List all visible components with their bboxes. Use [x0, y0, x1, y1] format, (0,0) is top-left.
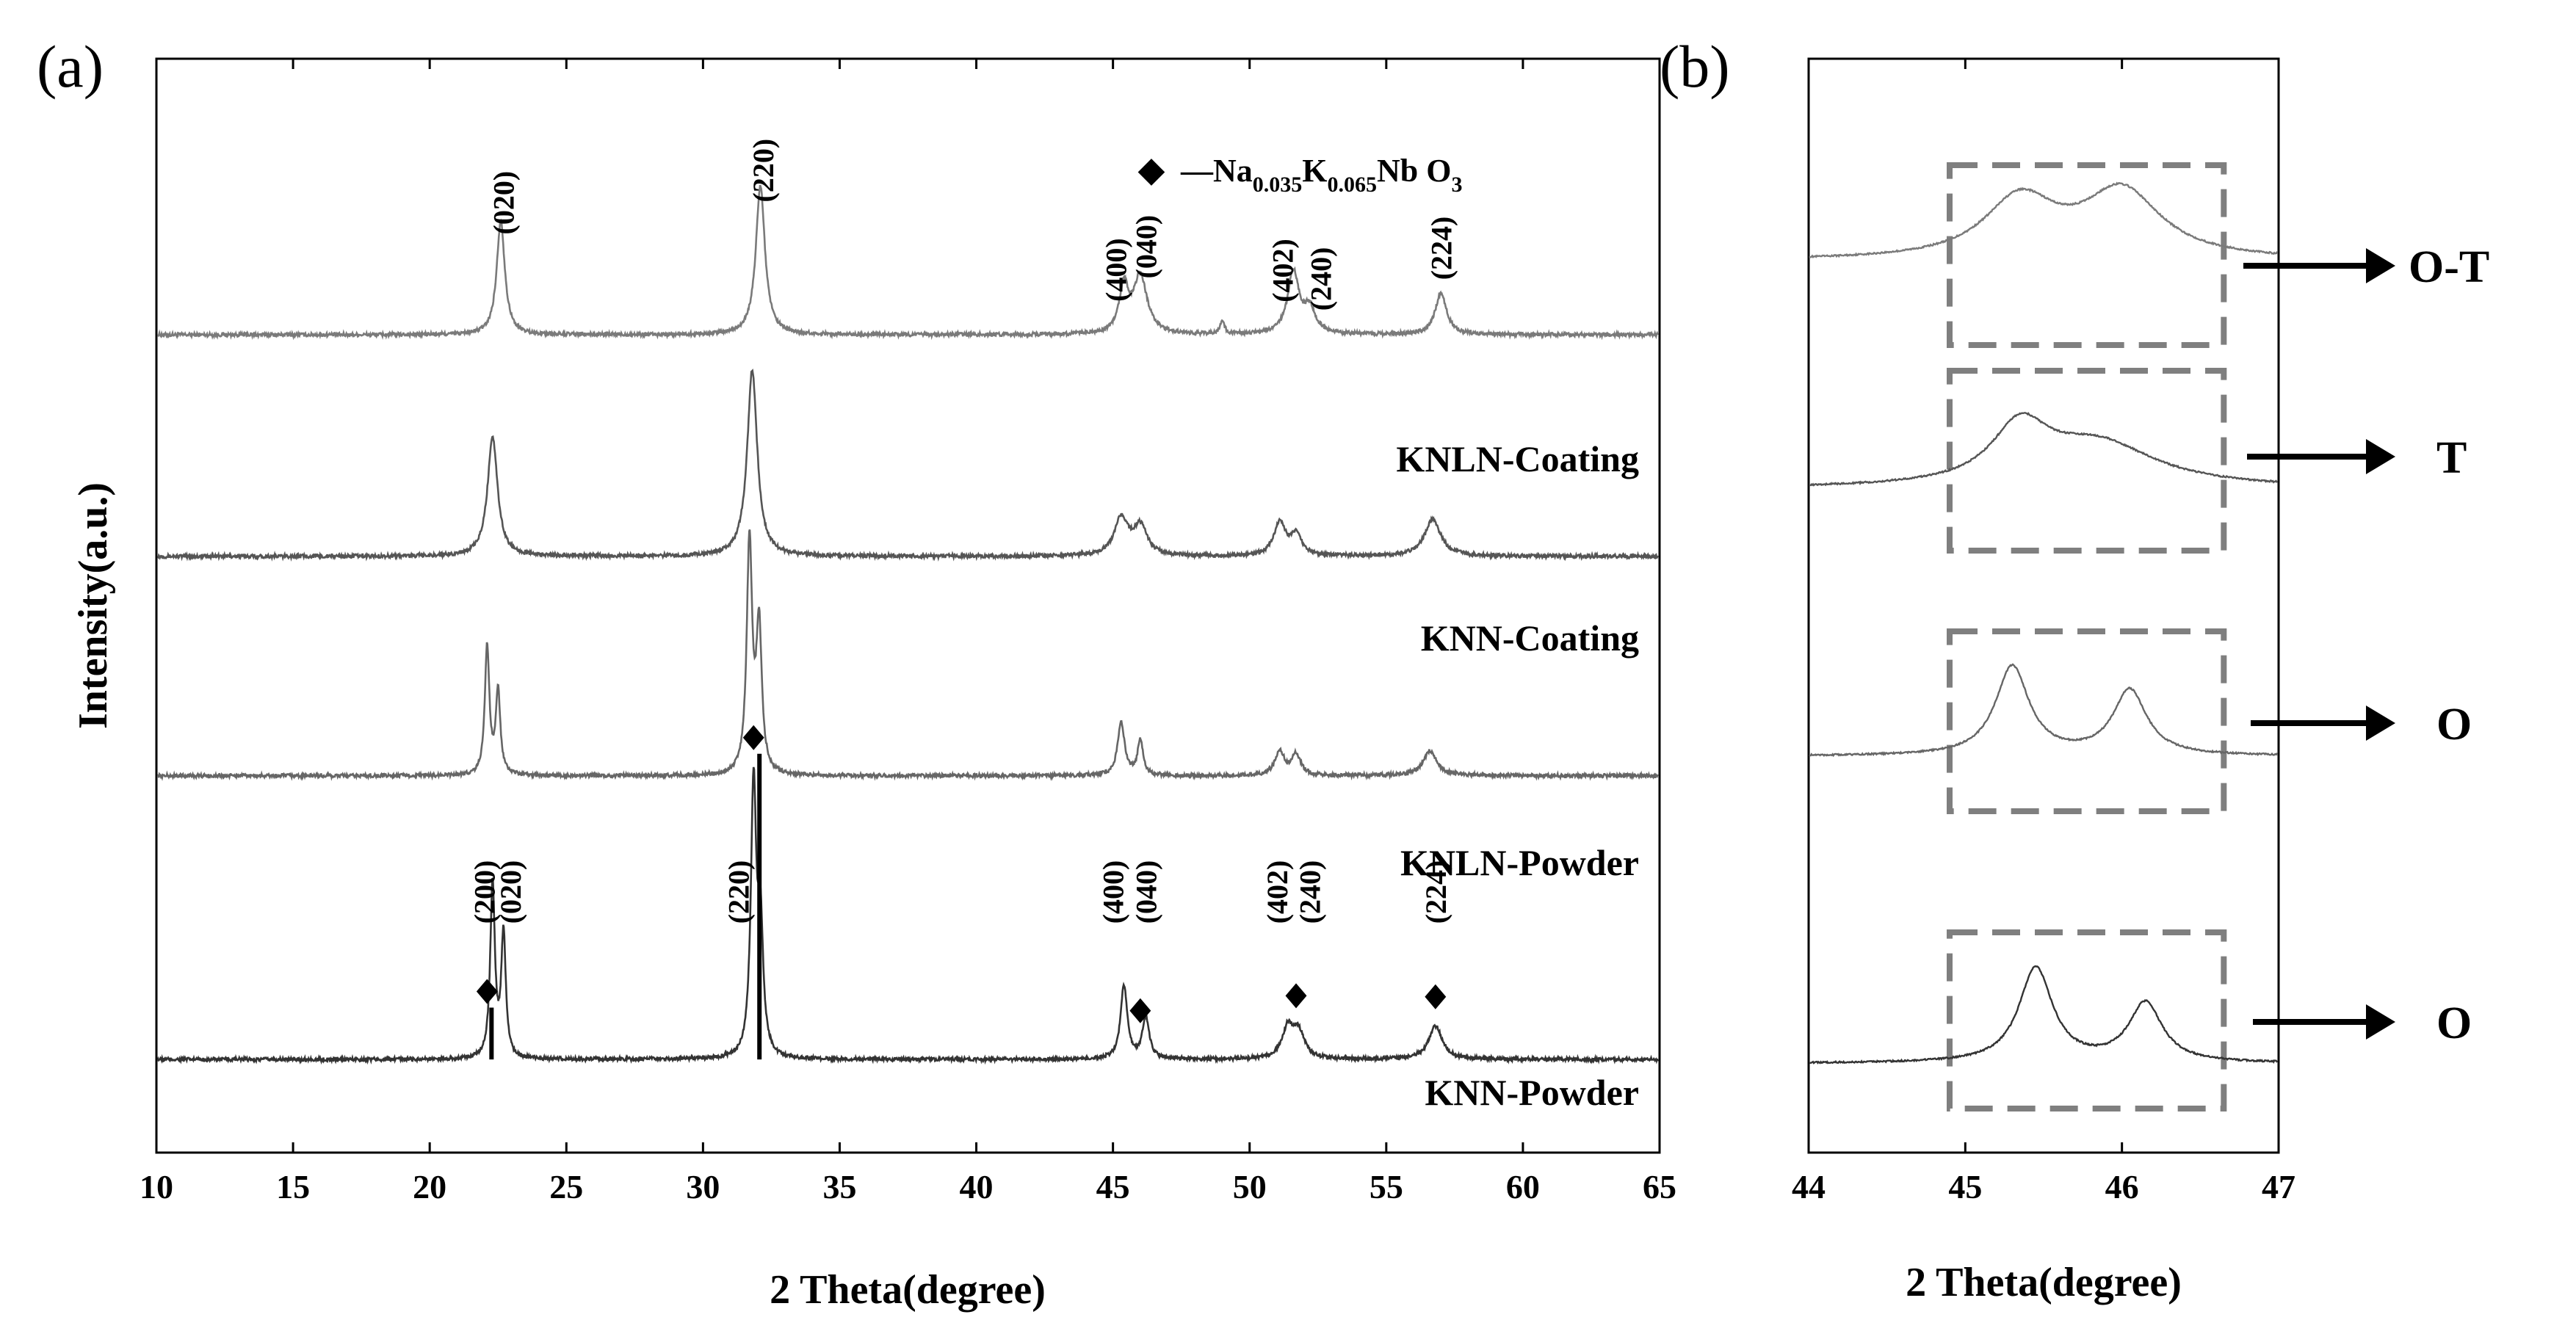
- legend-mid-2: Nb O: [1377, 153, 1451, 189]
- arrow-head-t: [2366, 439, 2395, 474]
- peak-label-knln-coating-2: (400): [1099, 238, 1132, 302]
- phase-arrow-o-lower: [2253, 1004, 2395, 1040]
- peak-label-knn-powder-1: (020): [494, 860, 527, 924]
- peak-label-knln-coating-3: (040): [1129, 215, 1162, 279]
- panel-b-axes-frame: [1807, 57, 2280, 1154]
- a-x-tick-label-60: 60: [1506, 1168, 1540, 1205]
- phase-label-ot: O-T: [2409, 242, 2489, 292]
- peak-label-knn-powder-0: (200): [468, 860, 502, 924]
- trace-a-knln-powder: [156, 529, 1659, 781]
- peak-label-knn-powder-3: (400): [1097, 860, 1130, 924]
- panel-b-x-ticks: 44 45 46 47: [1792, 59, 2295, 1205]
- peak-label-knln-coating-6: (224): [1425, 217, 1458, 280]
- panel-a-label: (a): [37, 33, 104, 100]
- arrow-head-o-lower: [2366, 1004, 2395, 1040]
- panel-a-series: [156, 184, 1659, 1065]
- peak-index-labels: (020)(220)(400)(040) (402) (240) (224)(200)…: [468, 139, 1458, 924]
- b-x-tick-label-46: 46: [2105, 1168, 2139, 1205]
- peak-label-knn-powder-4: (040): [1129, 860, 1162, 924]
- trace-b-knln-powder: [1809, 663, 2279, 758]
- highlight-box-1: [1947, 162, 2227, 348]
- peak-label-knln-coating-4: (402): [1266, 239, 1299, 302]
- diamond-marker-1: [476, 979, 498, 1004]
- peak-label-knn-powder-7: (224): [1419, 860, 1452, 924]
- a-x-tick-label-65: 65: [1643, 1168, 1676, 1205]
- peak-label-knn-powder-5: (402): [1261, 860, 1294, 924]
- highlight-box-3: [1947, 628, 2227, 814]
- diamond-marker-2: [742, 725, 764, 750]
- panel-b-label: (b): [1660, 33, 1730, 100]
- panel-a-x-axis-title: 2 Theta(degree): [770, 1267, 1046, 1313]
- legend-sub-1: 0.035: [1253, 173, 1303, 197]
- phase-arrow-o-upper: [2251, 706, 2395, 741]
- highlight-box-2: [1947, 368, 2227, 554]
- b-x-tick-label-47: 47: [2262, 1168, 2295, 1205]
- diamond-marker-4: [1285, 983, 1307, 1009]
- a-x-tick-label-10: 10: [140, 1168, 173, 1205]
- legend-sub-3: 3: [1452, 173, 1463, 197]
- trace-a-knn-coating: [157, 369, 1659, 562]
- peak-label-knn-powder-2: (220): [723, 860, 756, 924]
- a-x-tick-label-50: 50: [1233, 1168, 1267, 1205]
- phase-arrow-ot: [2243, 248, 2395, 283]
- b-x-tick-label-45: 45: [1948, 1168, 1982, 1205]
- phase-arrow-t: [2247, 439, 2395, 474]
- panel-a-x-ticks: 10 15 20 25 30 35 40 45 50 55 60 65: [140, 59, 1676, 1205]
- a-x-tick-label-15: 15: [276, 1168, 310, 1205]
- legend-sub-2: 0.065: [1328, 173, 1378, 197]
- legend-mid-1: K: [1302, 153, 1327, 189]
- peak-label-knln-coating-1: (220): [747, 139, 780, 203]
- peak-label-knln-coating-0: (020): [488, 171, 521, 235]
- a-x-tick-label-40: 40: [960, 1168, 994, 1205]
- panel-b-series: [1809, 181, 2279, 1065]
- a-x-tick-label-30: 30: [686, 1168, 720, 1205]
- highlight-box-4: [1947, 929, 2227, 1111]
- panel-b-x-axis-title: 2 Theta(degree): [1906, 1260, 2182, 1305]
- legend-formula: —Na0.035K0.065Nb O3: [1180, 153, 1463, 197]
- diamond-marker-5: [1425, 984, 1447, 1009]
- panel-a-y-axis-title: Intensity(a.u.): [70, 482, 116, 729]
- trace-b-knln-coating: [1809, 181, 2279, 259]
- phase-label-o-upper: O: [2436, 700, 2472, 750]
- panel-a-axes-frame: [155, 57, 1661, 1154]
- trace-b-knn-coating: [1809, 412, 2279, 487]
- phase-label-o-lower: O: [2436, 998, 2472, 1048]
- a-x-tick-label-25: 25: [549, 1168, 583, 1205]
- series-label-knln-powder: KNLN-Powder: [1400, 842, 1639, 883]
- arrow-head-o-upper: [2366, 706, 2395, 741]
- peak-label-knln-coating-5: (240): [1305, 247, 1338, 311]
- series-label-knln-coating: KNLN-Coating: [1396, 438, 1639, 479]
- peak-label-knn-powder-6: (240): [1294, 860, 1327, 924]
- phase-label-t: T: [2436, 433, 2467, 483]
- legend-diamond-symbol: ◆: [1138, 150, 1165, 189]
- a-x-tick-label-20: 20: [413, 1168, 446, 1205]
- diamond-marker-3: [1129, 998, 1151, 1023]
- a-x-tick-label-45: 45: [1096, 1168, 1130, 1205]
- arrow-head-ot: [2366, 248, 2395, 283]
- b-x-tick-label-44: 44: [1792, 1168, 1826, 1205]
- legend-text-prefix: —Na: [1180, 153, 1253, 189]
- trace-b-knn-powder: [1809, 965, 2279, 1065]
- reference-markers: [476, 725, 1447, 1060]
- trace-a-knln-coating: [156, 184, 1659, 341]
- trace-a-knn-powder: [156, 766, 1659, 1065]
- series-label-knn-coating: KNN-Coating: [1421, 617, 1639, 659]
- a-x-tick-label-35: 35: [822, 1168, 856, 1205]
- a-x-tick-label-55: 55: [1370, 1168, 1403, 1205]
- series-label-knn-powder: KNN-Powder: [1425, 1072, 1639, 1113]
- legend: ◆ —Na0.035K0.065Nb O3: [1138, 150, 1463, 197]
- highlight-boxes: [1947, 162, 2227, 1111]
